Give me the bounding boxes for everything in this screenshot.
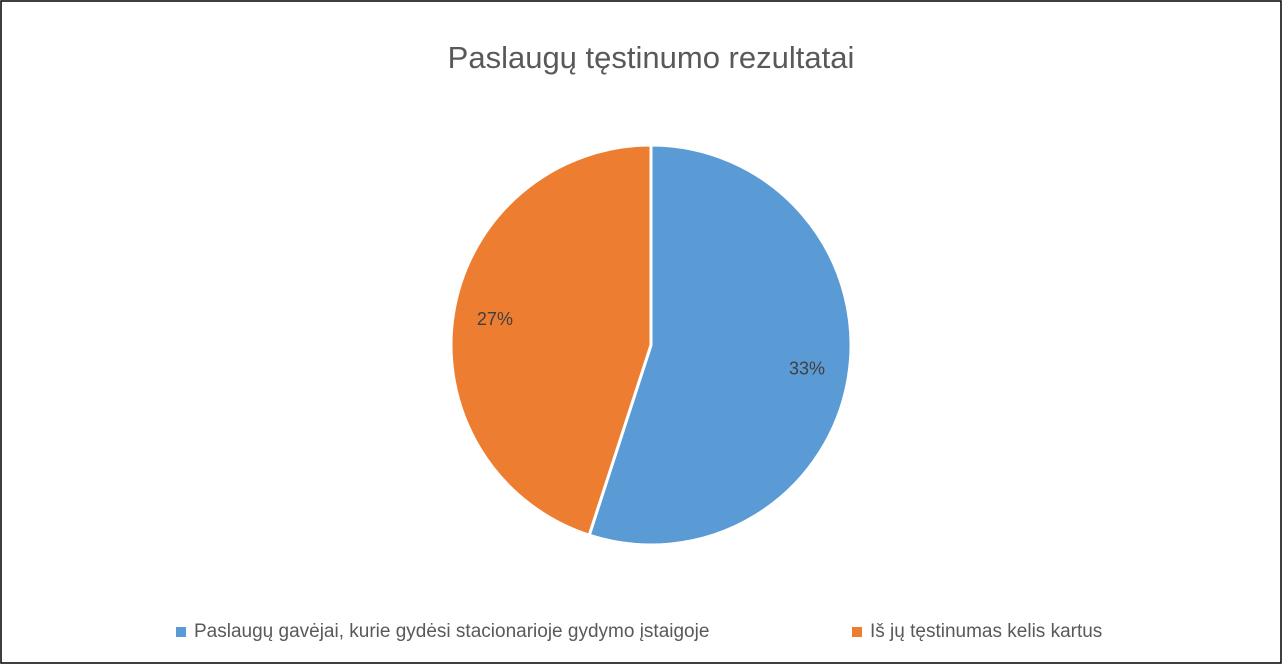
pie-slice <box>449 143 653 538</box>
legend-label: Iš jų tęstinumas kelis kartus <box>870 621 1102 642</box>
legend-swatch <box>176 627 186 637</box>
chart-title: Paslaugų tęstinumo rezultatai <box>448 40 855 75</box>
pie-slice <box>587 143 853 547</box>
data-label: 27% <box>477 309 513 329</box>
legend-swatch <box>852 627 862 637</box>
legend-label: Paslaugų gavėjai, kurie gydėsi stacionar… <box>194 621 709 642</box>
data-label: 33% <box>789 358 825 378</box>
